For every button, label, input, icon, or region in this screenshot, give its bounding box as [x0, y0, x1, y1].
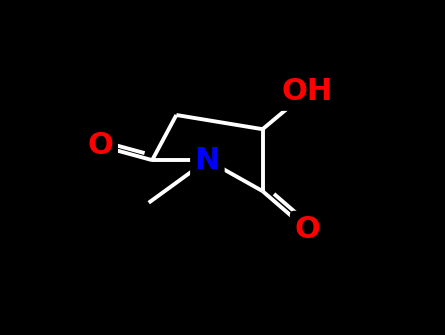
Text: N: N: [194, 146, 220, 175]
Text: O: O: [88, 131, 113, 160]
Text: O: O: [295, 215, 320, 244]
Text: OH: OH: [282, 77, 333, 106]
